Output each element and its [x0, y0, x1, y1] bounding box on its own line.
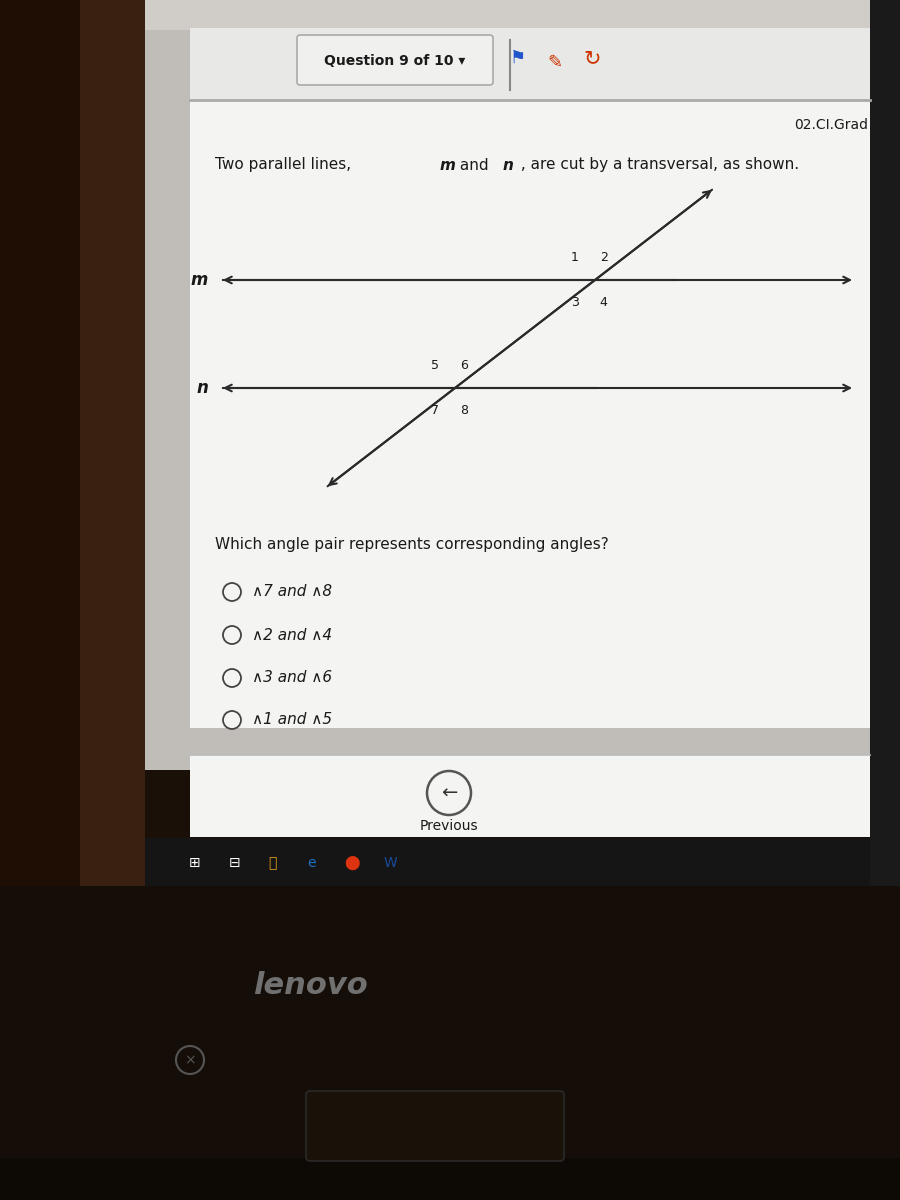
Bar [0, 0, 80, 1200]
Bar [0, 0, 145, 1200]
Bar [190, 755, 870, 838]
Text: 1: 1 [572, 251, 579, 264]
FancyBboxPatch shape [297, 35, 493, 85]
Text: ×: × [184, 1054, 196, 1067]
Bar [190, 28, 870, 100]
Text: ⊞: ⊞ [189, 856, 201, 870]
Text: 7: 7 [431, 404, 439, 416]
Text: W: W [383, 856, 397, 870]
Text: 5: 5 [431, 359, 439, 372]
Text: ∧3 and ∧6: ∧3 and ∧6 [252, 671, 332, 685]
Text: 🗀: 🗀 [268, 856, 276, 870]
Bar [145, 0, 870, 770]
Text: ✎: ✎ [547, 54, 562, 72]
Text: , are cut by a transversal, as shown.: , are cut by a transversal, as shown. [516, 157, 799, 173]
Bar [190, 28, 870, 728]
Text: ↻: ↻ [583, 48, 601, 68]
Text: ⊟: ⊟ [230, 856, 241, 870]
Text: ∧7 and ∧8: ∧7 and ∧8 [252, 584, 332, 600]
Bar [870, 0, 900, 1200]
Text: m: m [191, 271, 208, 289]
Text: 6: 6 [460, 359, 468, 372]
Bar [145, 0, 870, 30]
Bar [145, 838, 870, 886]
Text: ←: ← [441, 784, 457, 803]
FancyBboxPatch shape [306, 1091, 564, 1162]
Bar [0, 886, 900, 1200]
Text: 02.CI.Grad: 02.CI.Grad [794, 118, 868, 132]
Text: ∧2 and ∧4: ∧2 and ∧4 [252, 628, 332, 642]
Text: lenovo: lenovo [253, 971, 367, 1000]
Text: n: n [503, 157, 514, 173]
Text: n: n [196, 379, 208, 397]
Text: 2: 2 [599, 251, 608, 264]
Text: and: and [455, 157, 499, 173]
Text: Two parallel lines,: Two parallel lines, [215, 157, 361, 173]
Text: 4: 4 [599, 296, 608, 308]
Text: e: e [308, 856, 316, 870]
Text: 8: 8 [460, 404, 468, 416]
Text: 3: 3 [572, 296, 579, 308]
Text: ⚑: ⚑ [510, 49, 526, 67]
Bar [0, 1158, 900, 1200]
Text: ∧1 and ∧5: ∧1 and ∧5 [252, 713, 332, 727]
Text: m: m [440, 157, 456, 173]
Text: Which angle pair represents corresponding angles?: Which angle pair represents correspondin… [215, 538, 608, 552]
Text: ⬤: ⬤ [344, 856, 360, 870]
Text: Question 9 of 10 ▾: Question 9 of 10 ▾ [324, 54, 465, 68]
Text: Previous: Previous [419, 818, 478, 833]
